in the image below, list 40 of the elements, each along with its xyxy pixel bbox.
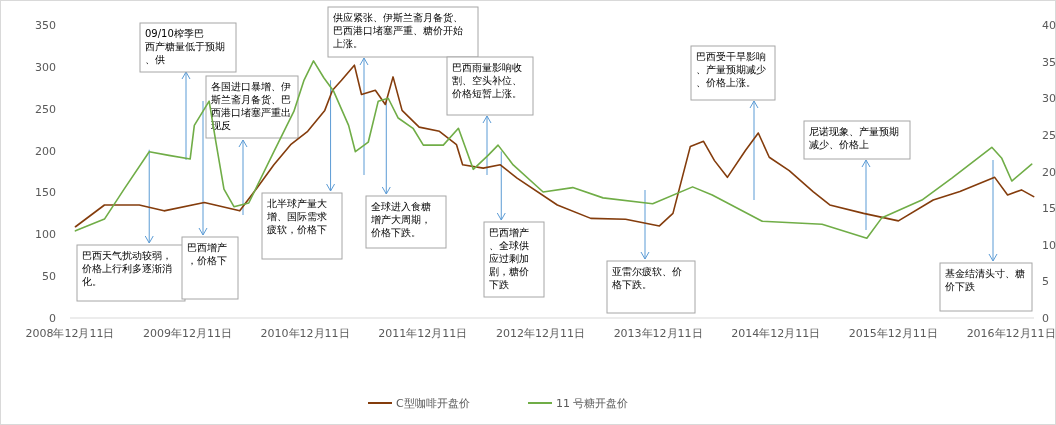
y-tick-label: 200	[35, 144, 56, 158]
annotation: 北半球产量大增、国际需求疲软，价格下	[266, 198, 327, 235]
y2-tick-label: 30	[1042, 92, 1056, 106]
annotation: 尼诺现象、产量预期减少、价格上	[809, 126, 899, 150]
y-tick-label: 300	[35, 60, 56, 74]
y2-tick-label: 5	[1042, 275, 1049, 289]
y-tick-label: 100	[35, 228, 56, 242]
annotation: 巴西雨量影响收割、空头补位、价格短暂上涨。	[451, 62, 522, 99]
y-tick-label: 250	[35, 102, 56, 116]
annotation: 巴西天气扰动较弱，价格上行利多逐渐消化。	[81, 250, 172, 287]
annotation: 供应紧张、伊斯兰斋月备货、巴西港口堵塞严重、糖价开始上涨。	[333, 12, 463, 49]
y2-tick-label: 35	[1042, 55, 1056, 69]
annotation: 亚雷尔疲软、价格下跌。	[611, 266, 682, 290]
y-tick-label: 150	[35, 186, 56, 200]
y2-tick-label: 40	[1042, 19, 1056, 32]
annotation: 巴西增产，价格下	[187, 242, 227, 266]
x-tick-label: 2009年12月11日	[143, 327, 233, 340]
y2-tick-label: 25	[1042, 128, 1056, 142]
y2-tick-label: 15	[1042, 202, 1056, 216]
x-tick-label: 2015年12月11日	[848, 327, 938, 340]
legend-label: 11 号糖开盘价	[556, 397, 629, 410]
y-tick-label: 350	[35, 19, 56, 32]
annotation: 基金结清头寸、糖价下跌	[944, 268, 1025, 292]
x-tick-label: 2010年12月11日	[260, 327, 350, 340]
annotation: 全球进入食糖增产大周期，价格下跌。	[370, 201, 431, 238]
y-tick-label: 50	[42, 270, 56, 284]
x-tick-label: 2011年12月11日	[378, 327, 468, 340]
x-tick-label: 2012年12月11日	[496, 327, 586, 340]
legend-label: C型咖啡开盘价	[396, 397, 470, 410]
x-tick-label: 2008年12月11日	[25, 327, 115, 340]
annotation: 巴西增产、全球供应过剩加剧，糖价下跌	[489, 227, 529, 290]
y-tick-label: 0	[49, 312, 56, 325]
y2-tick-label: 10	[1042, 238, 1056, 252]
y2-tick-label: 20	[1042, 165, 1056, 179]
x-tick-label: 2013年12月11日	[613, 327, 703, 340]
annotation: 09/10榨季巴西产糖量低于预期、供	[145, 28, 225, 65]
x-tick-label: 2014年12月11日	[731, 327, 821, 340]
y2-tick-label: 0	[1042, 312, 1049, 325]
annotation: 巴西受干旱影响、产量预期减少、价格上涨。	[696, 51, 766, 88]
x-tick-label: 2016年12月11日	[966, 327, 1056, 340]
